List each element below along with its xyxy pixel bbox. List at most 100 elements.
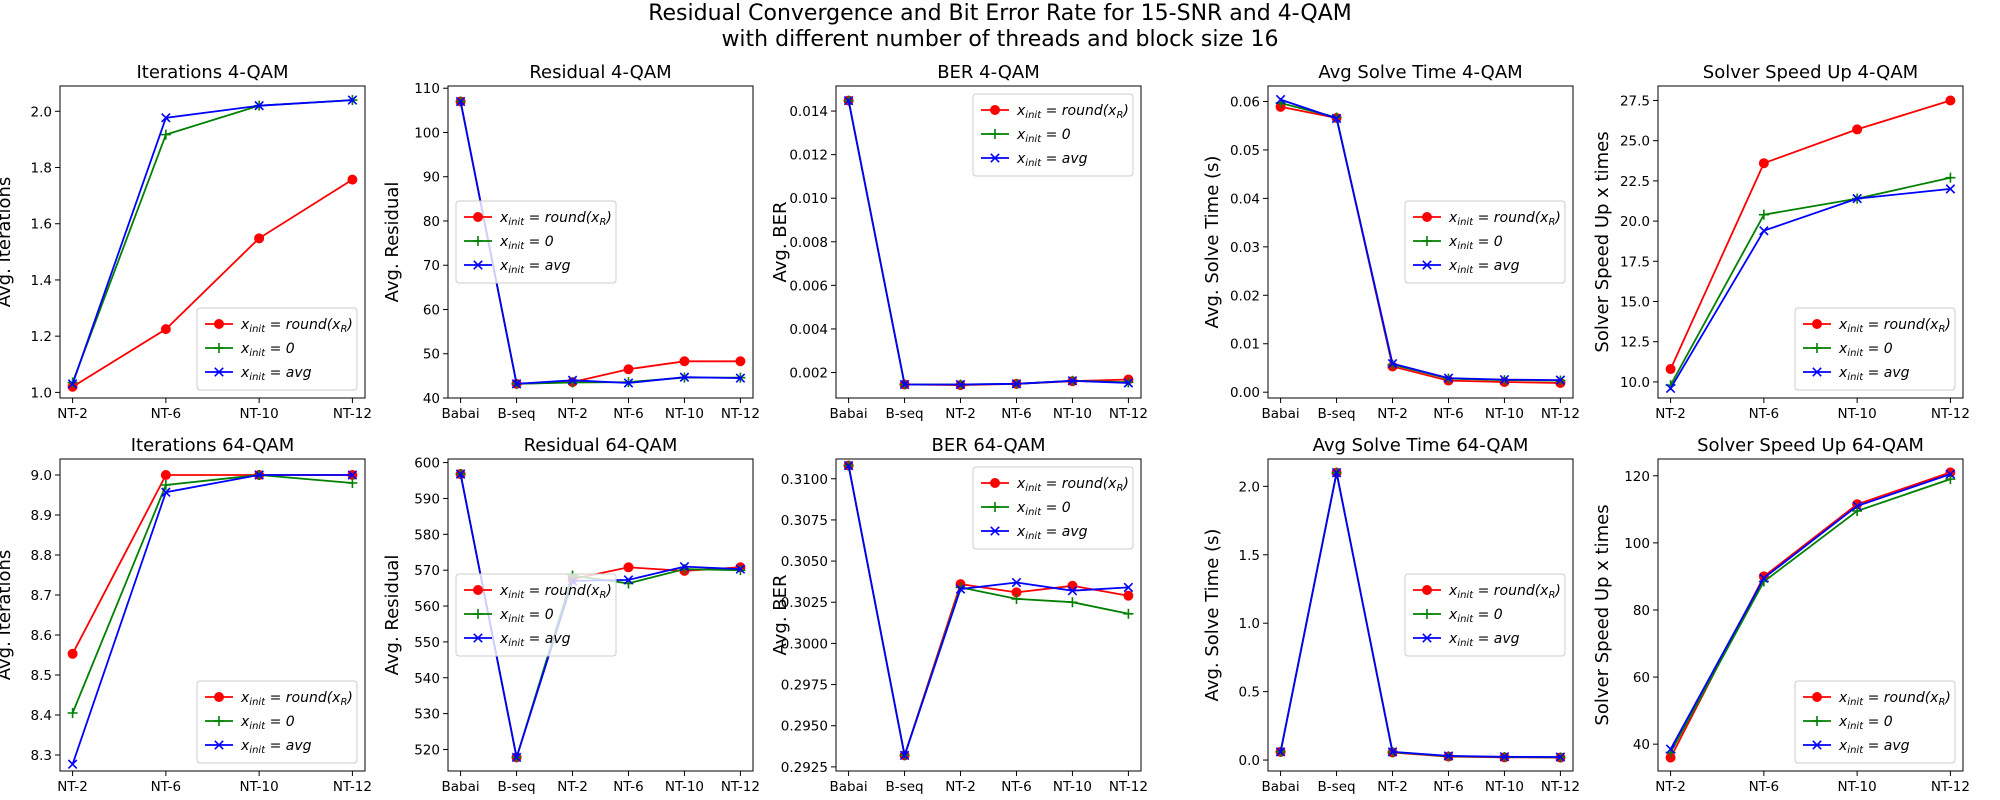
series-line	[1669, 99, 1951, 370]
x-tick-label: NT-2	[1655, 779, 1686, 795]
x-tick-label: NT-10	[240, 406, 279, 422]
y-tick-label: 600	[414, 456, 440, 472]
legend-box	[972, 466, 1134, 550]
legend-marker-x-icon	[990, 526, 1000, 536]
x-tick-label: NT-6	[1433, 406, 1464, 422]
chart-title: Solver Speed Up 4-QAM	[1703, 62, 1918, 83]
data-point	[1443, 751, 1454, 761]
legend-entry-plus-label: xinit = 0	[1838, 714, 1893, 732]
x-tick-label: NT-2	[557, 406, 588, 422]
x-tick-label: NT-12	[1109, 406, 1148, 422]
y-tick-label: 0.3000	[781, 636, 828, 652]
legend-marker-x-icon	[473, 260, 483, 270]
legend-entry-plus-label: xinit = 0	[240, 341, 295, 359]
series-line	[71, 474, 353, 765]
y-tick-label: 8.5	[31, 668, 52, 684]
series-line	[1669, 473, 1951, 750]
series-line	[1280, 98, 1561, 381]
y-tick-label: 8.7	[31, 588, 52, 604]
data-point	[1123, 582, 1134, 593]
data-point	[455, 96, 466, 107]
y-tick-label: 8.6	[31, 628, 52, 644]
data-point	[1945, 184, 1956, 194]
y-tick-label: 0.06	[1230, 95, 1260, 111]
y-axis-label: Avg. Solve Time (s)	[1202, 156, 1223, 329]
x-tick-label: NT-12	[1541, 406, 1580, 422]
series-line	[459, 101, 741, 385]
y-tick-label: 590	[414, 491, 440, 507]
chart-title: BER 64-QAM	[931, 435, 1045, 456]
legend: xinit = round(xR) xinit = 0 xinit = avg	[1794, 680, 1956, 764]
series-x	[455, 96, 746, 389]
legend-marker-circle-icon	[214, 692, 224, 702]
legend-entry-plus-label: xinit = 0	[240, 714, 295, 732]
series-line	[71, 474, 353, 655]
x-tick-label: NT-6	[151, 779, 182, 795]
legend-entry-circle-label: xinit = round(xR)	[1838, 317, 1951, 335]
legend-marker-plus-icon	[1812, 716, 1822, 726]
legend-marker-circle-icon	[473, 212, 483, 222]
x-tick-label: B-seq	[1318, 779, 1356, 795]
legend-marker-plus-icon	[1812, 343, 1822, 353]
data-point	[899, 379, 910, 390]
legend: xinit = round(xR) xinit = 0 xinit = avg	[196, 680, 358, 764]
y-tick-label: 1.6	[31, 217, 52, 233]
x-tick-label: NT-12	[333, 779, 372, 795]
plot-frame	[447, 458, 754, 772]
series-line	[847, 100, 1129, 386]
x-tick-label: Babai	[442, 406, 480, 422]
x-tick-label: NT-12	[1109, 779, 1148, 795]
legend-entry-circle-label: xinit = round(xR)	[1448, 583, 1561, 601]
data-point	[67, 708, 78, 718]
y-tick-label: 0.2950	[781, 719, 828, 735]
data-point	[735, 356, 746, 367]
x-tick-label: NT-10	[1838, 779, 1877, 795]
y-tick-label: 0.3050	[781, 554, 828, 570]
data-point	[1555, 375, 1566, 385]
legend-entry-circle-label: xinit = round(xR)	[499, 210, 612, 228]
legend-entry-circle-label: xinit = round(xR)	[1448, 210, 1561, 228]
legend-marker-plus-icon	[214, 343, 224, 353]
y-axis-label: Avg. Solve Time (s)	[1202, 529, 1223, 702]
y-axis-label: Solver Speed Up x times	[1592, 504, 1613, 725]
x-tick-label: NT-10	[1838, 406, 1877, 422]
plot-frame	[447, 85, 754, 399]
data-point	[1067, 580, 1078, 591]
y-tick-label: 0.008	[789, 235, 828, 251]
x-tick-label: NT-12	[333, 406, 372, 422]
data-point	[955, 584, 966, 594]
data-point	[160, 324, 171, 335]
y-tick-label: 0.04	[1230, 191, 1260, 207]
data-point	[347, 95, 358, 105]
x-tick-label: NT-2	[57, 406, 88, 422]
series-x	[1275, 467, 1566, 762]
y-tick-label: 1.2	[31, 329, 52, 345]
y-tick-label: 1.5	[1239, 548, 1260, 564]
figure-title-line-2: with different number of threads and blo…	[721, 27, 1279, 52]
y-axis-label: Avg. Iterations	[0, 550, 15, 681]
data-point	[623, 378, 634, 388]
legend-marker-x-icon	[473, 633, 483, 643]
y-tick-label: 0.002	[789, 366, 828, 382]
y-tick-label: 560	[414, 599, 440, 615]
x-tick-label: NT-6	[1001, 779, 1032, 795]
legend: xinit = round(xR) xinit = 0 xinit = avg	[455, 200, 617, 284]
legend-box	[1794, 307, 1956, 391]
legend-entry-x-label: xinit = avg	[1838, 738, 1910, 756]
legend-entry-plus-label: xinit = 0	[1448, 234, 1503, 252]
legend-entry-x-label: xinit = avg	[1016, 151, 1088, 169]
legend-marker-plus-icon	[990, 502, 1000, 512]
data-point	[1945, 474, 1956, 485]
x-tick-label: NT-12	[721, 779, 760, 795]
x-tick-label: NT-6	[1001, 406, 1032, 422]
legend-entry-circle-label: xinit = round(xR)	[240, 690, 353, 708]
y-tick-label: 22.5	[1620, 174, 1650, 190]
legend-box	[455, 200, 617, 284]
legend-entry-circle-label: xinit = round(xR)	[1016, 476, 1129, 494]
data-point	[160, 480, 171, 490]
x-tick-label: NT-6	[1749, 779, 1780, 795]
x-tick-label: NT-12	[1931, 406, 1970, 422]
data-point	[735, 373, 746, 383]
data-point	[899, 750, 910, 761]
series-circle	[67, 174, 358, 392]
